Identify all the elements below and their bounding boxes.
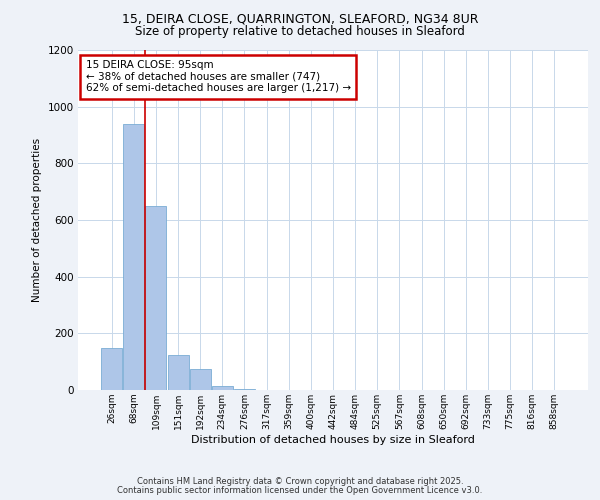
Text: Contains public sector information licensed under the Open Government Licence v3: Contains public sector information licen… (118, 486, 482, 495)
Text: 15 DEIRA CLOSE: 95sqm
← 38% of detached houses are smaller (747)
62% of semi-det: 15 DEIRA CLOSE: 95sqm ← 38% of detached … (86, 60, 351, 94)
Bar (212, 386, 233, 390)
Y-axis label: Number of detached properties: Number of detached properties (32, 138, 42, 302)
Bar (145, 206, 166, 390)
Text: 15, DEIRA CLOSE, QUARRINGTON, SLEAFORD, NG34 8UR: 15, DEIRA CLOSE, QUARRINGTON, SLEAFORD, … (122, 12, 478, 26)
Text: Contains HM Land Registry data © Crown copyright and database right 2025.: Contains HM Land Registry data © Crown c… (137, 477, 463, 486)
Bar (190, 369, 211, 390)
X-axis label: Distribution of detached houses by size in Sleaford: Distribution of detached houses by size … (191, 434, 475, 444)
Text: Size of property relative to detached houses in Sleaford: Size of property relative to detached ho… (135, 25, 465, 38)
Bar (124, 124, 145, 390)
Bar (234, 388, 255, 390)
Bar (101, 348, 122, 390)
Bar (167, 354, 188, 390)
